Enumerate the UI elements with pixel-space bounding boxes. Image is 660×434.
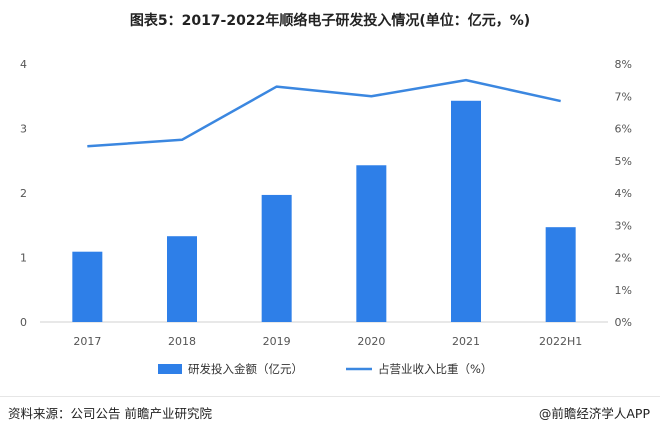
right-axis-tick-label: 2% bbox=[615, 252, 632, 265]
chart-title: 图表5：2017-2022年顺络电子研发投入情况(单位：亿元，%) bbox=[129, 13, 531, 29]
left-axis-tick-label: 3 bbox=[20, 123, 27, 136]
legend-line-label: 占营业收入比重（%） bbox=[378, 362, 492, 376]
bar bbox=[72, 251, 103, 322]
right-axis-tick-label: 3% bbox=[615, 219, 632, 232]
right-axis-tick-label: 0% bbox=[615, 316, 632, 329]
x-axis-tick-label: 2022H1 bbox=[539, 335, 582, 348]
right-axis-tick-label: 4% bbox=[615, 187, 632, 200]
right-axis-tick-label: 1% bbox=[615, 284, 632, 297]
source-note: 资料来源：公司公告 前瞻产业研究院 bbox=[8, 406, 212, 421]
bar bbox=[545, 227, 576, 322]
brand-credit: @前瞻经济学人APP bbox=[538, 406, 650, 421]
left-axis-tick-label: 2 bbox=[20, 187, 27, 200]
right-axis-tick-label: 8% bbox=[615, 58, 632, 71]
left-axis-tick-label: 1 bbox=[20, 252, 27, 265]
left-axis-tick-label: 4 bbox=[20, 58, 27, 71]
right-axis-tick-label: 7% bbox=[615, 90, 632, 103]
right-axis-tick-label: 5% bbox=[615, 155, 632, 168]
x-axis-tick-label: 2017 bbox=[73, 335, 101, 348]
line-series bbox=[87, 78, 561, 148]
x-axis-tick-label: 2018 bbox=[168, 335, 196, 348]
x-axis-tick-label: 2021 bbox=[452, 335, 480, 348]
left-axis-tick-label: 0 bbox=[20, 316, 27, 329]
x-axis-tick-label: 2020 bbox=[357, 335, 385, 348]
x-axis-tick-label: 2019 bbox=[263, 335, 291, 348]
right-axis-tick-label: 6% bbox=[615, 123, 632, 136]
bar bbox=[356, 165, 387, 322]
footer-divider bbox=[0, 396, 660, 397]
bar bbox=[167, 236, 197, 322]
bar bbox=[261, 194, 292, 322]
legend-bar-swatch bbox=[158, 364, 182, 374]
legend-bar-label: 研发投入金额（亿元） bbox=[188, 362, 303, 376]
bar bbox=[451, 100, 481, 322]
